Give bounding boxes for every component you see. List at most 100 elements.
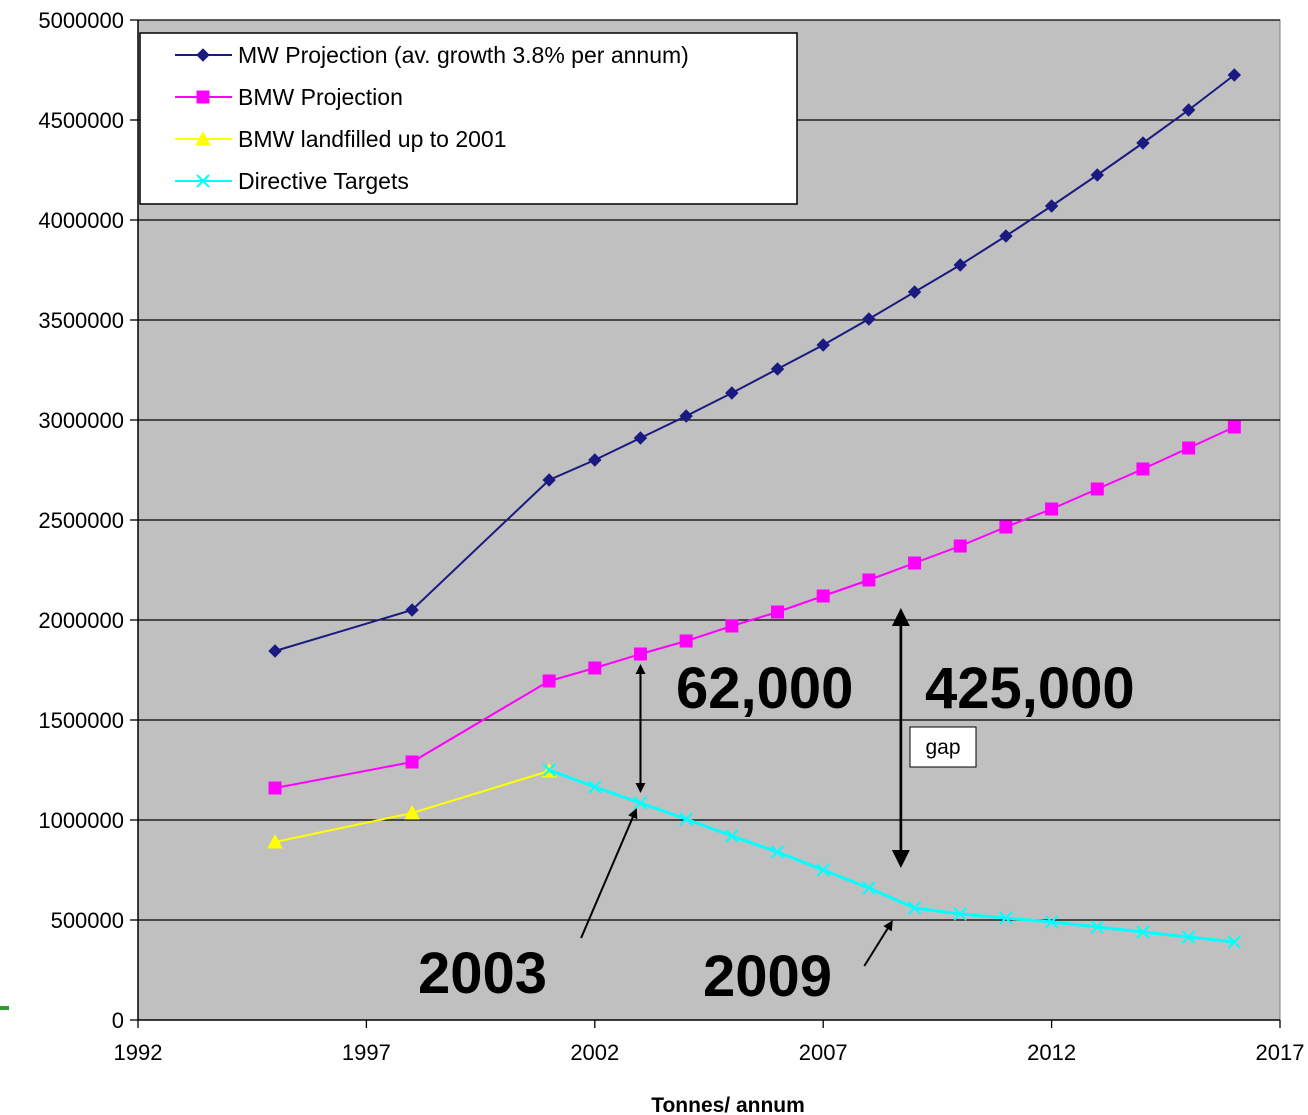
data-point xyxy=(953,539,967,553)
series-1 xyxy=(268,68,1242,658)
marker-stroke xyxy=(725,829,739,843)
series-line xyxy=(548,768,1235,944)
data-point xyxy=(1044,915,1059,929)
data-point xyxy=(542,473,556,487)
data-point xyxy=(1181,103,1196,117)
series-4 xyxy=(542,763,1242,949)
data-point xyxy=(267,833,283,849)
legend-label: MW Projection (av. growth 3.8% per annum… xyxy=(238,42,689,68)
legend-entry: BMW Projection xyxy=(175,84,403,110)
x-axis-label: Tonnes/ annum xyxy=(651,1094,805,1115)
data-point xyxy=(725,619,739,633)
data-point xyxy=(1090,482,1104,496)
data-point xyxy=(633,431,648,445)
legend-marker xyxy=(196,48,210,62)
data-point xyxy=(816,589,830,603)
legend-label: Directive Targets xyxy=(238,168,409,194)
legend-entries: MW Projection (av. growth 3.8% per annum… xyxy=(175,42,689,194)
data-point xyxy=(1181,930,1196,944)
marker-stroke xyxy=(679,812,693,826)
gap-label: gap xyxy=(909,726,977,768)
y-axis-ticks: 0 500000 1000000 1500000 2000000 2500000 30000… xyxy=(38,8,138,1033)
data-point xyxy=(862,573,876,587)
x-tick-label: 2002 xyxy=(570,1040,619,1065)
data-point xyxy=(907,285,922,299)
data-point xyxy=(679,634,693,648)
data-point xyxy=(588,453,602,467)
x-tick-label: 1997 xyxy=(342,1040,391,1065)
x-axis-ticks: 1992 1997 2002 2007 2012 2017 xyxy=(114,1020,1305,1065)
data-point xyxy=(907,901,922,915)
data-point xyxy=(1090,920,1104,934)
data-point xyxy=(1136,136,1150,150)
legend-marker xyxy=(196,90,210,104)
data-point xyxy=(725,829,739,843)
y-tick-label: 1500000 xyxy=(38,708,124,733)
marker-stroke xyxy=(1181,930,1196,944)
data-point xyxy=(268,644,282,658)
marker-stroke xyxy=(542,763,556,777)
data-point xyxy=(1136,462,1150,476)
series-2 xyxy=(268,420,1241,795)
y-tick-label: 5000000 xyxy=(38,8,124,33)
y-tick-label: 2500000 xyxy=(38,508,124,533)
data-point xyxy=(908,556,922,570)
data-point xyxy=(1090,168,1104,182)
data-point xyxy=(999,911,1013,925)
y-tick-label: 500000 xyxy=(51,908,124,933)
data-point xyxy=(771,605,785,619)
gap-text: gap xyxy=(925,736,960,759)
data-point xyxy=(588,780,602,794)
marker-stroke xyxy=(1227,935,1242,949)
data-point xyxy=(953,907,967,921)
data-point xyxy=(404,804,420,820)
legend: MW Projection (av. growth 3.8% per annum… xyxy=(139,32,798,205)
marker-stroke xyxy=(770,845,785,859)
legend-entry: Directive Targets xyxy=(175,168,409,194)
data-point xyxy=(588,661,602,675)
y-tick-label: 3500000 xyxy=(38,308,124,333)
pointer-2003 xyxy=(580,808,638,939)
x-tick-label: 2012 xyxy=(1027,1040,1076,1065)
marker-stroke xyxy=(999,911,1013,925)
x-tick-label: 2007 xyxy=(799,1040,848,1065)
data-point xyxy=(633,796,648,810)
data-point xyxy=(770,362,785,376)
pointer-2009 xyxy=(863,920,893,967)
data-point xyxy=(1227,420,1241,434)
legend-label: BMW Projection xyxy=(238,84,403,110)
data-point xyxy=(1044,199,1059,213)
annotation-2003: 2003 xyxy=(418,941,547,1006)
data-point xyxy=(1182,441,1196,455)
marker-stroke xyxy=(1136,925,1150,939)
data-point xyxy=(679,409,693,423)
data-point xyxy=(679,812,693,826)
legend-marker xyxy=(195,130,211,146)
marker-stroke xyxy=(816,863,830,877)
annotation-425000: 425,000 xyxy=(925,656,1135,721)
data-point xyxy=(953,258,967,272)
marker-stroke xyxy=(1044,915,1059,929)
data-point xyxy=(816,338,830,352)
marker-stroke xyxy=(588,780,602,794)
marker-stroke xyxy=(633,796,648,810)
data-point xyxy=(770,845,785,859)
x-tick-label: 2017 xyxy=(1256,1040,1305,1065)
marker-stroke xyxy=(862,881,876,895)
marker-stroke xyxy=(1090,920,1104,934)
series-layer xyxy=(267,68,1242,949)
x-tick-label: 1992 xyxy=(114,1040,163,1065)
data-point xyxy=(405,755,419,769)
annotation-2009: 2009 xyxy=(703,944,832,1009)
data-point xyxy=(1227,935,1242,949)
legend-marker xyxy=(196,174,210,188)
data-point xyxy=(1136,925,1150,939)
gap-box xyxy=(909,726,977,768)
marker-stroke xyxy=(953,907,967,921)
data-point xyxy=(405,603,419,617)
series-line xyxy=(274,74,1235,652)
y-tick-label: 4000000 xyxy=(38,208,124,233)
data-point xyxy=(999,520,1013,534)
y-tick-label: 1000000 xyxy=(38,808,124,833)
